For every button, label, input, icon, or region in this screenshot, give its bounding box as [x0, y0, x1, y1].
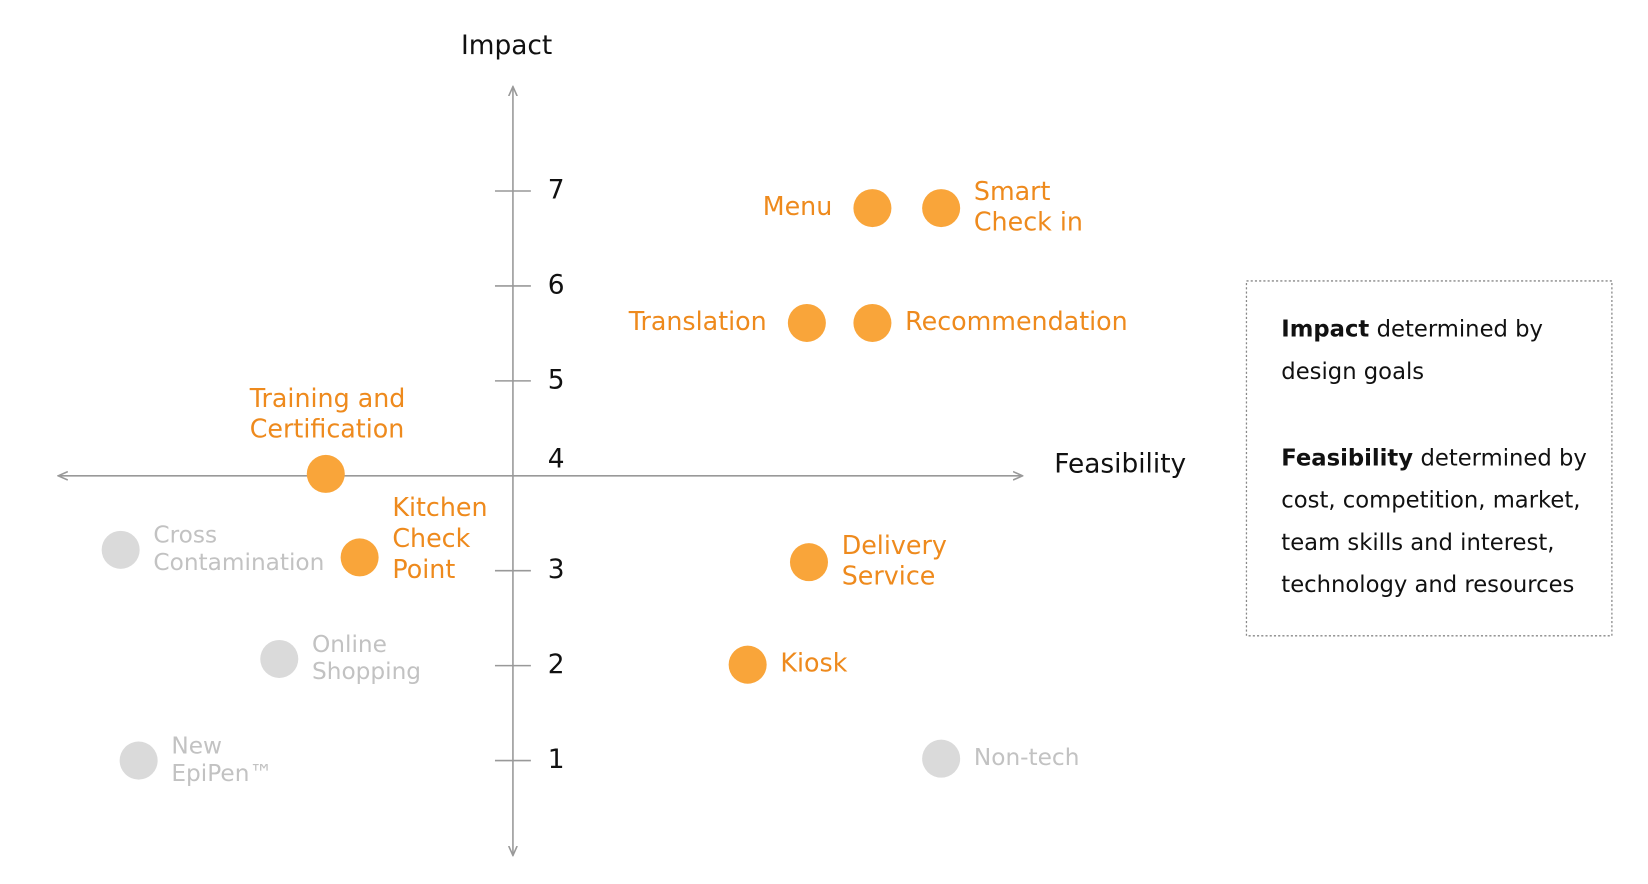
- note-line: technology and resources: [1281, 572, 1574, 598]
- note-line: Feasibility determined by: [1281, 445, 1586, 471]
- point-label: Service: [842, 560, 936, 590]
- note-line: team skills and interest,: [1281, 529, 1554, 555]
- point-label: Check in: [974, 206, 1083, 236]
- note-text: design goals: [1281, 358, 1424, 384]
- x-axis-label: Feasibility: [1054, 449, 1186, 480]
- point: [340, 538, 379, 577]
- note-line: cost, competition, market,: [1281, 487, 1580, 513]
- note-line: design goals: [1281, 358, 1424, 384]
- y-tick-label: 2: [548, 649, 565, 680]
- point: [306, 454, 345, 493]
- point: [853, 303, 892, 342]
- y-tick-label: 5: [548, 364, 565, 395]
- point-label: Translation: [628, 306, 767, 336]
- point: [728, 645, 767, 684]
- note-box: [1245, 280, 1613, 637]
- y-axis-label: Impact: [461, 30, 552, 61]
- point-label: Cross: [153, 522, 217, 549]
- note-text: cost, competition, market,: [1281, 487, 1580, 513]
- point: [101, 530, 140, 569]
- y-tick-label: 3: [548, 554, 565, 585]
- point-label: Kiosk: [780, 648, 847, 678]
- note-text: technology and resources: [1281, 572, 1574, 598]
- point: [260, 639, 299, 679]
- point-label: Kitchen: [392, 492, 487, 522]
- point-label: Shopping: [312, 658, 421, 685]
- point-label: EpiPen™: [171, 760, 272, 787]
- point-label: Contamination: [153, 549, 324, 576]
- note-text: team skills and interest,: [1281, 529, 1554, 555]
- point-label: Point: [392, 554, 455, 584]
- note-term: Feasibility: [1281, 445, 1413, 471]
- point: [853, 189, 892, 228]
- point-label: Training and: [249, 383, 406, 413]
- point: [922, 189, 961, 228]
- point-label: Delivery: [842, 530, 947, 560]
- point-label: Certification: [250, 414, 405, 444]
- point-label: Smart: [974, 176, 1051, 206]
- point-label: Check: [392, 523, 470, 553]
- note-text: determined by: [1377, 316, 1543, 342]
- note-text: determined by: [1420, 445, 1586, 471]
- y-tick-label: 7: [548, 175, 565, 206]
- y-tick-label: 4: [548, 443, 565, 474]
- point: [119, 741, 158, 780]
- point: [922, 739, 961, 778]
- point-label: New: [171, 732, 222, 759]
- point: [789, 543, 828, 582]
- note-line: Impact determined by: [1281, 316, 1543, 342]
- y-tick-label: 6: [548, 269, 565, 300]
- point-label: Non-tech: [974, 744, 1080, 771]
- point: [787, 303, 826, 342]
- y-tick-label: 1: [548, 744, 565, 775]
- note-term: Impact: [1281, 316, 1369, 342]
- point-label: Recommendation: [905, 306, 1128, 336]
- point-label: Online: [312, 631, 387, 658]
- point-label: Menu: [763, 191, 833, 221]
